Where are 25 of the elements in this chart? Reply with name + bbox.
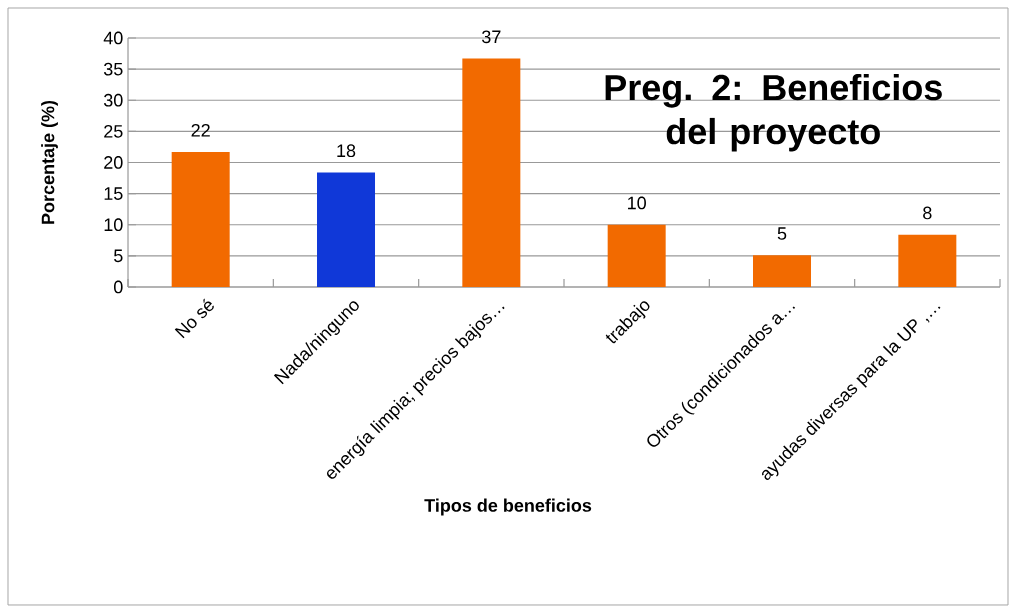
- bar: [171, 151, 230, 287]
- y-tick-label: 40: [103, 31, 123, 45]
- y-tick-label: 25: [104, 125, 123, 138]
- bar: [607, 224, 666, 287]
- y-tick-label: 15: [104, 187, 123, 200]
- x-tick-label: No sé: [174, 298, 214, 339]
- bar: [753, 255, 812, 287]
- data-label: 10: [628, 196, 646, 210]
- text: Preg. 2: Beneficios del proyecto: [605, 73, 942, 152]
- data-label: 37: [482, 30, 501, 44]
- y-tick-label: 30: [103, 93, 123, 107]
- x-axis-title: Tipos de beneficios: [424, 498, 592, 516]
- data-label: 8: [923, 206, 932, 220]
- data-label: 22: [191, 123, 210, 137]
- y-tick-label: 10: [104, 218, 123, 232]
- y-tick-label: 35: [103, 62, 123, 76]
- data-label: 5: [777, 227, 787, 240]
- y-axis-title: Porcentaje (%): [41, 100, 58, 224]
- y-tick-label: 20: [104, 156, 123, 169]
- data-label: 18: [337, 144, 356, 158]
- bar: [317, 172, 376, 287]
- bar: [462, 58, 521, 287]
- y-tick-label: 5: [114, 249, 123, 263]
- y-tick-label: 0: [114, 280, 123, 294]
- bar: [898, 234, 957, 287]
